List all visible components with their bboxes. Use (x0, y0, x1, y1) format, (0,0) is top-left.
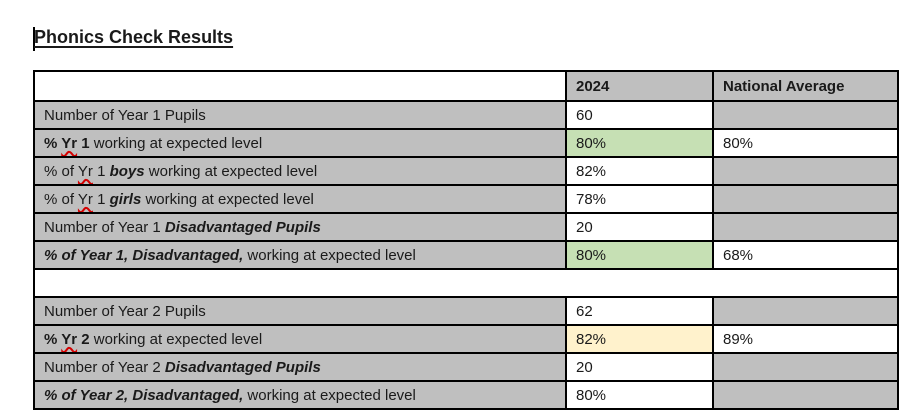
label-segment: % of (44, 190, 78, 208)
text-cursor (33, 27, 35, 51)
row-label-cell[interactable]: Number of Year 1 Pupils (33, 100, 567, 130)
label-segment: Yr (61, 330, 78, 348)
value-cell-national-average[interactable] (712, 156, 899, 186)
value-cell-national-average[interactable] (712, 100, 899, 130)
table-row: Number of Year 1 Pupils 60 (33, 100, 899, 130)
label-segment: % (44, 330, 62, 348)
label-segment: girls (109, 190, 142, 208)
label-segment: 2 (77, 330, 90, 348)
page-title-block: Phonics Check Results (33, 27, 233, 51)
label-segment: working at expected level (89, 134, 263, 152)
row-label-cell[interactable]: Number of Year 2 Disadvantaged Pupils (33, 352, 567, 382)
row-label-cell[interactable]: % of Year 2, Disadvantaged, working at e… (33, 380, 567, 410)
table-row: Number of Year 1 Disadvantaged Pupils 20 (33, 212, 899, 242)
value-cell-national-average[interactable] (712, 184, 899, 214)
page-title[interactable]: Phonics Check Results (34, 27, 234, 47)
row-label-cell[interactable]: % of Year 1, Disadvantaged, working at e… (33, 240, 567, 270)
label-segment: boys (109, 162, 145, 180)
label-segment: Yr (61, 134, 78, 152)
label-segment: % (44, 134, 62, 152)
table-row: % of Year 1, Disadvantaged, working at e… (33, 240, 899, 270)
label-segment: % of (44, 162, 78, 180)
label-segment: 1 (77, 134, 90, 152)
header-cell-label[interactable] (33, 70, 567, 102)
row-label-cell[interactable]: % Yr 2 working at expected level (33, 324, 567, 354)
label-segment: working at expected level (89, 330, 263, 348)
table-row: % Yr 1 working at expected level 80% 80% (33, 128, 899, 158)
value-cell-national-average[interactable] (712, 212, 899, 242)
label-segment: % of Year 2, Disadvantaged, (44, 386, 244, 404)
label-segment: % of Year 1, Disadvantaged, (44, 246, 244, 264)
value-cell-2024[interactable]: 80% (565, 380, 714, 410)
value-cell-2024[interactable]: 20 (565, 352, 714, 382)
value-cell-2024[interactable]: 82% (565, 324, 714, 354)
label-segment: working at expected level (144, 162, 318, 180)
header-cell-2024[interactable]: 2024 (565, 70, 714, 102)
value-cell-2024[interactable]: 78% (565, 184, 714, 214)
spacer-cell[interactable] (33, 268, 899, 298)
spacer-row (33, 268, 899, 298)
results-table-body: 2024 National Average Number of Year 1 P… (33, 70, 899, 410)
label-segment: Yr (77, 162, 93, 180)
label-segment: working at expected level (141, 190, 314, 208)
row-label-cell[interactable]: Number of Year 2 Pupils (33, 296, 567, 326)
value-cell-2024[interactable]: 80% (565, 240, 714, 270)
label-segment: Disadvantaged Pupils (164, 218, 321, 236)
label-segment: working at expected level (243, 386, 416, 404)
label-segment: Number of Year 2 (44, 358, 165, 376)
value-cell-national-average[interactable]: 68% (712, 240, 899, 270)
row-label-cell[interactable]: % of Yr 1 boys working at expected level (33, 156, 567, 186)
label-segment: Number of Year 1 (44, 218, 165, 236)
table-header-row: 2024 National Average (33, 70, 899, 102)
value-cell-national-average[interactable] (712, 352, 899, 382)
row-label-cell[interactable]: Number of Year 1 Disadvantaged Pupils (33, 212, 567, 242)
value-cell-2024[interactable]: 20 (565, 212, 714, 242)
row-label-cell[interactable]: % Yr 1 working at expected level (33, 128, 567, 158)
value-cell-2024[interactable]: 62 (565, 296, 714, 326)
value-cell-2024[interactable]: 80% (565, 128, 714, 158)
label-segment: Number of Year 2 Pupils (44, 302, 206, 320)
table-row: % of Yr 1 girls working at expected leve… (33, 184, 899, 214)
table-row: Number of Year 2 Disadvantaged Pupils 20 (33, 352, 899, 382)
table-row: % of Year 2, Disadvantaged, working at e… (33, 380, 899, 410)
label-segment: working at expected level (243, 246, 416, 264)
table-row: Number of Year 2 Pupils 62 (33, 296, 899, 326)
phonics-results-table: 2024 National Average Number of Year 1 P… (33, 70, 899, 410)
value-cell-2024[interactable]: 60 (565, 100, 714, 130)
header-cell-national-average[interactable]: National Average (712, 70, 899, 102)
value-cell-national-average[interactable] (712, 296, 899, 326)
table-row: % Yr 2 working at expected level 82% 89% (33, 324, 899, 354)
label-segment: Number of Year 1 Pupils (44, 106, 206, 124)
row-label-cell[interactable]: % of Yr 1 girls working at expected leve… (33, 184, 567, 214)
label-segment: Disadvantaged Pupils (164, 358, 321, 376)
value-cell-national-average[interactable]: 89% (712, 324, 899, 354)
value-cell-2024[interactable]: 82% (565, 156, 714, 186)
table-row: % of Yr 1 boys working at expected level… (33, 156, 899, 186)
label-segment: Yr (77, 190, 93, 208)
value-cell-national-average[interactable]: 80% (712, 128, 899, 158)
label-segment: 1 (92, 190, 110, 208)
value-cell-national-average[interactable] (712, 380, 899, 410)
label-segment: 1 (92, 162, 110, 180)
